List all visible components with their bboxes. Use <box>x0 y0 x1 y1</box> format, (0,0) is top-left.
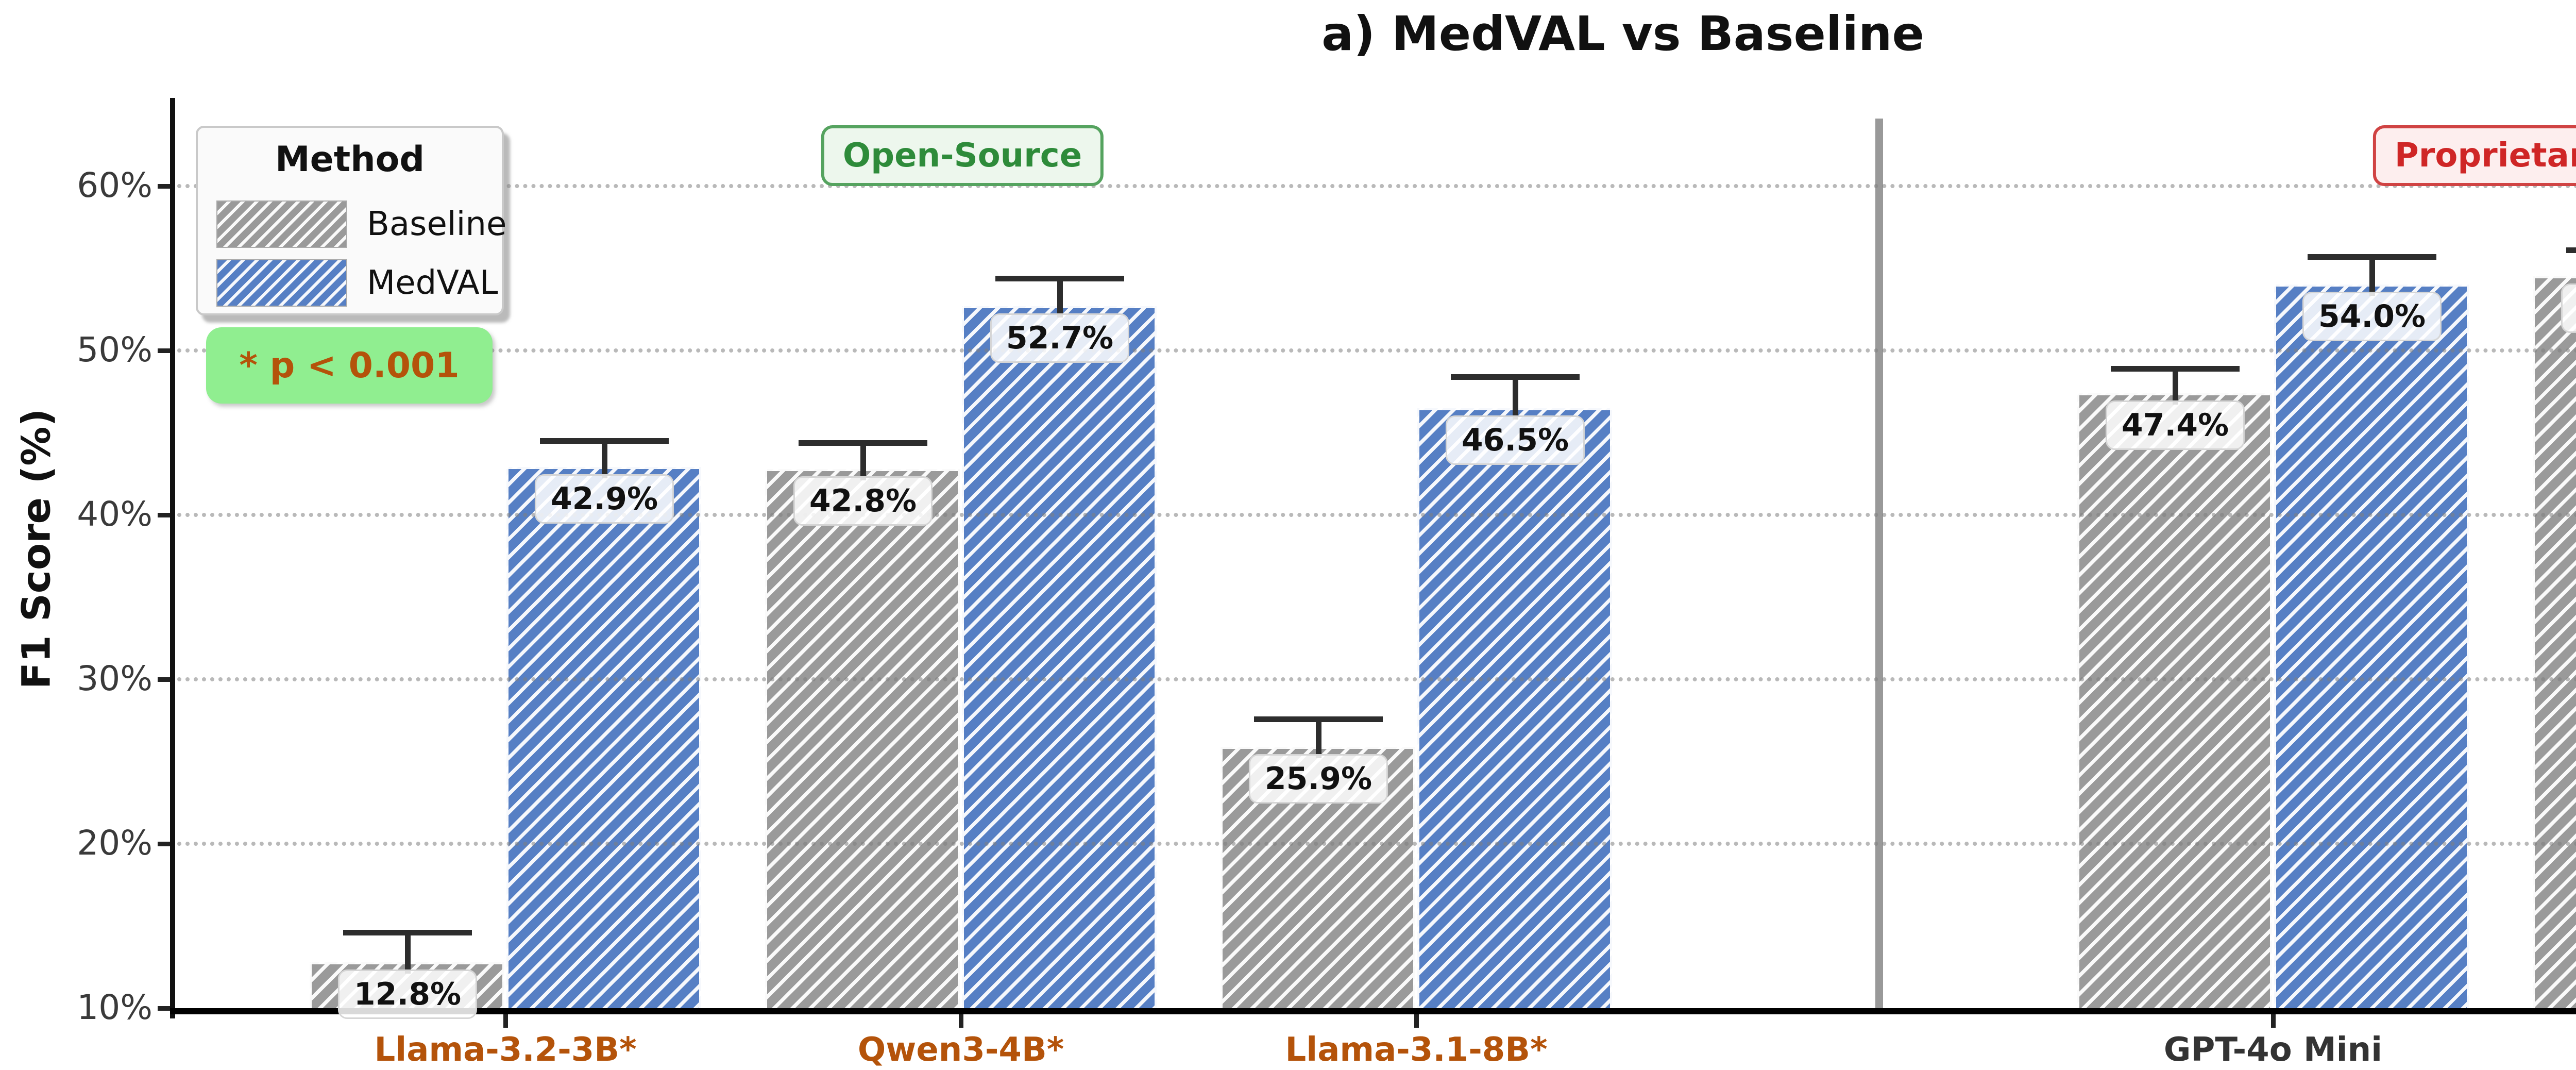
section-separator-line <box>1875 119 1883 1008</box>
y-axis-line <box>170 98 175 1018</box>
legend-item-baseline: Baseline <box>216 200 506 248</box>
y-tick-label: 40% <box>77 494 152 534</box>
y-tick-mark <box>158 513 171 517</box>
bar-baseline-4 <box>2077 393 2272 1008</box>
bar-medval-2 <box>962 306 1157 1008</box>
bar-value-label: 47.4% <box>2105 400 2245 450</box>
y-axis-label: F1 Score (%) <box>13 408 59 690</box>
bar-baseline-5 <box>2533 276 2576 1008</box>
y-tick-mark <box>158 184 171 189</box>
bar-value-label: 12.8% <box>337 969 478 1019</box>
p-value-annotation: * p < 0.001 <box>206 327 493 404</box>
y-tick-label: 30% <box>77 659 152 698</box>
y-tick-mark <box>158 1006 171 1011</box>
open-source-badge: Open-Source <box>821 125 1104 186</box>
proprietary-badge: Proprietary <box>2372 125 2576 186</box>
legend-item-label: Baseline <box>367 205 507 243</box>
error-bar <box>2172 369 2178 405</box>
medval-hatch-swatch <box>216 259 347 307</box>
legend-title: Method <box>275 139 425 180</box>
x-tick-mark <box>2271 1014 2276 1028</box>
bar-value-label: 54.0% <box>2302 292 2442 342</box>
error-bar <box>1315 718 1321 758</box>
gridline <box>177 184 2576 188</box>
x-tick-label: GPT-4o Mini <box>2163 1031 2383 1069</box>
y-tick-label: 20% <box>77 823 152 863</box>
x-tick-label: Llama-3.1-8B* <box>1285 1031 1548 1069</box>
chart-title: a) MedVAL vs Baseline <box>1321 6 1924 61</box>
error-bar-cap <box>1254 716 1383 722</box>
x-tick-mark <box>959 1014 963 1028</box>
error-bar-cap <box>1451 374 1580 380</box>
legend: Method Baseline MedVAL <box>196 126 506 315</box>
error-bar-cap <box>2308 254 2436 260</box>
y-tick-mark <box>158 842 171 846</box>
error-bar <box>1512 377 1518 420</box>
error-bar <box>1057 278 1063 317</box>
x-tick-mark <box>503 1014 508 1028</box>
bar-value-label: 42.9% <box>534 474 674 524</box>
bar-value-label: 46.5% <box>1445 415 1585 465</box>
y-tick-label: 60% <box>77 165 152 205</box>
error-bar-cap <box>799 440 927 446</box>
y-tick-mark <box>158 348 171 353</box>
y-tick-label: 10% <box>77 988 152 1027</box>
bar-medval-3 <box>1417 408 1612 1008</box>
gridline <box>177 348 2576 353</box>
error-bar-cap <box>343 930 472 936</box>
x-tick-label: Llama-3.2-3B* <box>374 1031 637 1069</box>
bar-value-label: 25.9% <box>1248 754 1388 804</box>
y-tick-label: 50% <box>77 330 152 370</box>
gridline <box>177 677 2576 681</box>
bar-value-label: 42.8% <box>793 476 933 526</box>
error-bar-cap <box>2111 366 2240 372</box>
error-bar-cap <box>540 438 669 444</box>
bar-value-label: 54.5% <box>2561 283 2576 333</box>
bar-baseline-2 <box>765 469 960 1008</box>
bar-value-label: 52.7% <box>990 313 1130 363</box>
error-bar-cap <box>995 275 1124 281</box>
error-bar <box>601 441 607 479</box>
bar-medval-4 <box>2274 285 2469 1008</box>
error-bar <box>860 442 866 480</box>
legend-item-medval: MedVAL <box>216 259 498 307</box>
y-tick-mark <box>158 677 171 682</box>
error-bar <box>404 932 411 974</box>
gridline <box>177 842 2576 846</box>
gridline <box>177 513 2576 517</box>
x-tick-mark <box>1414 1014 1419 1028</box>
error-bar <box>2369 257 2375 296</box>
error-bar-cap <box>2566 247 2576 254</box>
baseline-hatch-swatch <box>216 200 347 248</box>
x-axis-line <box>170 1008 2576 1014</box>
legend-item-label: MedVAL <box>367 264 498 302</box>
x-tick-label: Qwen3-4B* <box>857 1031 1064 1069</box>
bar-medval-1 <box>506 467 701 1008</box>
